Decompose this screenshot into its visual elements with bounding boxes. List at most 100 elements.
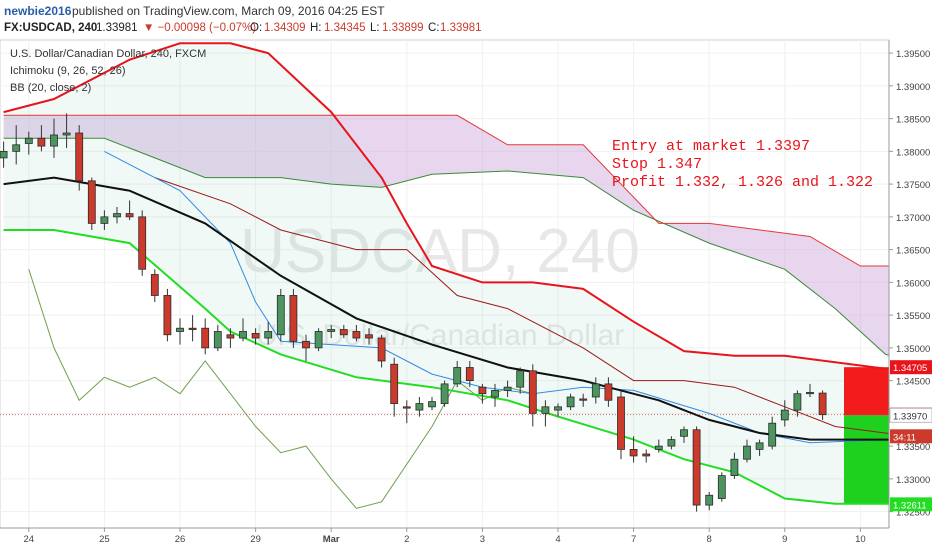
candle-bull	[793, 393, 802, 411]
candle-bull	[428, 401, 436, 408]
candle-bull	[0, 150, 8, 159]
price-change: ▼ −0.00098 (−0.07%)	[143, 22, 256, 34]
candle-bull	[717, 475, 726, 499]
candle-bear	[251, 333, 260, 339]
y-tick-label: 1.37000	[896, 213, 930, 224]
candle-bull	[516, 370, 525, 388]
price-tag-bg	[890, 360, 932, 375]
candle-bull	[680, 429, 688, 437]
ichimoku-cloud	[3, 115, 932, 367]
candle-bull	[780, 409, 789, 421]
chart-header: newbie2016 published on TradingView.com,…	[0, 0, 932, 38]
x-tick-label: 2	[404, 534, 409, 545]
candle-bear	[629, 448, 638, 457]
candle-bear	[402, 406, 411, 409]
y-tick-label: 1.35500	[896, 311, 930, 322]
candle-bull	[743, 445, 751, 460]
price-tag-label: 1.34705	[893, 363, 927, 374]
y-tick-label: 1.33500	[896, 442, 930, 453]
candle-bear	[528, 370, 537, 414]
candle-bull	[264, 331, 273, 339]
trade-note: Entry at market 1.3397 Stop 1.347 Profit…	[612, 138, 873, 191]
y-tick-label: 1.33000	[896, 475, 930, 486]
x-tick-label: Mar	[323, 534, 340, 545]
candle-bull	[239, 331, 247, 339]
candle-bear	[150, 274, 159, 296]
candle-bear	[163, 295, 172, 336]
candle-bull	[667, 439, 676, 447]
legend-ichimoku[interactable]: Ichimoku (9, 26, 52, 26)	[10, 65, 126, 77]
candle-bear	[579, 398, 588, 401]
candle-bear	[365, 334, 373, 339]
candle-bull	[440, 383, 449, 404]
candle-bear	[604, 383, 613, 401]
x-tick-label: 26	[175, 534, 186, 545]
price-tag-bg	[889, 407, 932, 423]
y-tick-label: 1.36000	[896, 278, 930, 289]
y-tick-label: 1.34500	[896, 377, 930, 388]
candle-bear	[75, 132, 84, 182]
x-tick-label: 4	[555, 534, 560, 545]
bb-band-area	[3, 43, 911, 504]
kijun-line	[154, 177, 911, 437]
open-value: 1.34309	[264, 22, 306, 34]
x-tick-label: 25	[99, 534, 110, 545]
price-tag-label: 34:11	[893, 432, 916, 443]
x-axis-bg[interactable]	[0, 528, 932, 550]
candle-bull	[24, 137, 33, 144]
header-bg	[0, 0, 932, 38]
price-tag-label: 1.33970	[893, 411, 927, 422]
candle-bear	[390, 363, 399, 404]
candle-bull	[654, 445, 663, 450]
x-tick-label: 29	[250, 534, 261, 545]
candle-bear	[226, 334, 235, 339]
candle-bull	[591, 383, 600, 398]
candle-bull	[62, 132, 71, 136]
candle-bull	[113, 213, 121, 218]
candle-bull	[768, 422, 777, 447]
candle-bull	[755, 442, 764, 450]
high-label: H:	[310, 22, 322, 34]
candle-bear	[138, 216, 147, 270]
low-value: 1.33899	[382, 22, 424, 34]
candle-bull	[554, 406, 562, 411]
candle-bull	[705, 494, 714, 506]
stop-zone	[844, 367, 889, 416]
high-value: 1.34345	[324, 22, 366, 34]
y-tick-label: 1.39500	[896, 49, 930, 60]
note-line-stop: Stop 1.347	[612, 156, 702, 173]
x-tick-label: 24	[24, 534, 35, 545]
candle-bear	[352, 331, 361, 339]
legend-bb[interactable]: BB (20, close, 2)	[10, 82, 91, 94]
note-line-entry: Entry at market 1.3397	[612, 138, 810, 155]
note-line-profit: Profit 1.332, 1.326 and 1.322	[612, 174, 873, 191]
x-tick-label: 10	[855, 534, 866, 545]
candle-bull	[176, 327, 184, 332]
x-tick-label: 3	[480, 534, 485, 545]
legend-title: U.S. Dollar/Canadian Dollar, 240, FXCM	[10, 48, 206, 60]
bb-upper-line	[3, 42, 911, 370]
y-tick-label: 1.38000	[896, 147, 930, 158]
bb-lower-line	[3, 229, 911, 505]
trade-zone	[844, 367, 889, 505]
chikou-line	[28, 269, 533, 509]
candle-bear	[617, 396, 625, 450]
candle-bear	[377, 337, 386, 362]
candle-bear	[87, 180, 96, 224]
candle-bear	[478, 386, 487, 395]
candle-bull	[806, 392, 814, 395]
candle-bull	[213, 331, 222, 349]
candle-bear	[37, 137, 46, 147]
price-tag-bg	[890, 429, 932, 444]
watermark-symbol: USDCAD, 240	[240, 217, 640, 286]
published-info: published on TradingView.com, March 09, …	[72, 4, 385, 18]
candle-bear	[818, 392, 827, 416]
candle-bear	[188, 327, 197, 330]
y-axis-bg[interactable]	[889, 40, 932, 528]
candle-bull	[50, 134, 58, 147]
candle-bear	[692, 429, 701, 506]
price-tag-bg	[890, 497, 932, 512]
author-name[interactable]: newbie2016	[4, 4, 72, 18]
